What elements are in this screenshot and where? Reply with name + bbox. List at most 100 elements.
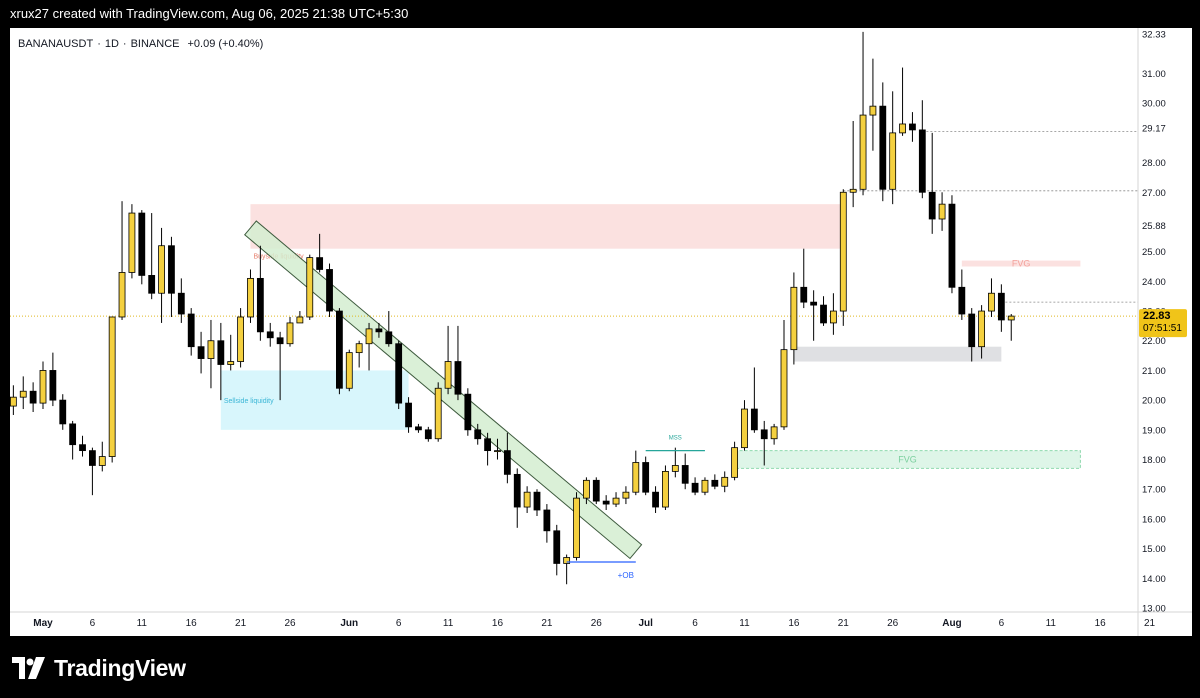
channel-layer [243, 220, 643, 560]
candle-body [938, 203, 946, 220]
candle [424, 426, 432, 442]
candle-body [138, 212, 146, 276]
candle-body [454, 361, 462, 395]
candle [652, 486, 659, 513]
candle-body [69, 423, 77, 446]
candle-body [79, 444, 86, 452]
candle [622, 486, 630, 505]
time-tick-label: 11 [1046, 618, 1057, 629]
candle-body [583, 479, 590, 499]
candle [879, 82, 887, 202]
candle-body [533, 491, 541, 511]
candle [286, 316, 294, 347]
credit-text: xrux27 created with TradingView.com, Aug… [10, 6, 409, 21]
candle-body [563, 557, 571, 564]
candle [671, 447, 679, 478]
candle-body [810, 301, 818, 306]
candle-body [997, 292, 1005, 321]
price-tick-label: 17.00 [1142, 485, 1166, 496]
candle [474, 423, 482, 445]
candle-body [217, 340, 225, 365]
annotation-label-0: MSS [669, 436, 682, 442]
price-tick-label: 13.00 [1142, 604, 1166, 615]
time-tick-label: Jun [340, 618, 358, 629]
candle-body [602, 500, 610, 505]
candlestick-chart[interactable]: Buyside liquiditySellside liquidityFVGFV… [9, 28, 1192, 636]
candle [602, 495, 610, 511]
time-tick-label: 11 [739, 618, 750, 629]
candle-body [711, 479, 719, 487]
candle-body [345, 352, 353, 389]
annotation-label-1: +OB [618, 571, 634, 580]
candle-body [859, 114, 867, 190]
candle-body [839, 191, 847, 312]
candle [237, 308, 245, 368]
candle [197, 331, 205, 374]
candle-body [988, 292, 995, 312]
time-tick-label: 16 [788, 618, 800, 629]
time-tick-label: 21 [541, 618, 553, 629]
time-tick-label: 16 [492, 618, 504, 629]
price-tick-label: 14.00 [1142, 574, 1166, 585]
candle [869, 58, 877, 151]
candle-body [335, 310, 343, 389]
candle-body [197, 346, 205, 359]
candle-body [849, 188, 857, 193]
candle [839, 189, 847, 326]
time-tick-label: 11 [443, 618, 454, 629]
candle-body [701, 479, 709, 493]
candle [662, 465, 669, 511]
candle-body [553, 530, 561, 564]
candle [207, 319, 215, 389]
candle [632, 450, 640, 496]
candle [997, 284, 1005, 332]
candle [721, 471, 729, 493]
candle-body [148, 275, 156, 294]
zone-support-5 [793, 346, 1002, 362]
candle [375, 322, 383, 338]
time-tick-label: 16 [1095, 618, 1107, 629]
candle-body [790, 286, 798, 351]
candle [553, 524, 561, 576]
candle-body [168, 245, 175, 294]
candle [187, 308, 195, 356]
candle [849, 121, 857, 208]
candle [177, 278, 185, 323]
candle-body [869, 105, 877, 116]
candle [9, 385, 17, 415]
candle [326, 263, 333, 317]
candle [760, 420, 768, 466]
candle-body [474, 429, 482, 440]
svg-text:BANANAUSDT·1D·BINANCE+0.09 (+0: BANANAUSDT · 1D · BINANCE +0.09 (+0.40%) [18, 38, 263, 50]
legend-interval: 1D [105, 38, 119, 50]
price-tick-label: 15.00 [1142, 544, 1166, 555]
candle [316, 233, 324, 273]
time-tick-label: 26 [284, 618, 296, 629]
price-tag-box [1139, 309, 1187, 338]
candle [217, 322, 225, 401]
time-tick-label: 6 [396, 618, 402, 629]
candle [385, 311, 393, 347]
annotations-layer: MSS +OB [566, 436, 705, 580]
candle-body [820, 304, 827, 324]
candle-body [128, 212, 136, 273]
price-tag-value: 22.83 [1143, 310, 1171, 322]
candle [642, 456, 650, 496]
candle-body [256, 277, 264, 333]
zone-label-3: FVG [1012, 259, 1031, 269]
chart-panel[interactable]: Buyside liquiditySellside liquidityFVGFV… [9, 28, 1192, 636]
price-tick-label: 21.00 [1142, 366, 1166, 377]
price-tag: 22.83 07:51:51 [1139, 309, 1187, 338]
price-tick-label: 32.33 [1142, 30, 1166, 41]
tradingview-logo: TradingView [12, 652, 186, 684]
candle-body [899, 123, 906, 134]
candle [830, 293, 837, 335]
candle [899, 67, 906, 136]
candle-body [306, 257, 314, 318]
time-tick-label: Aug [942, 618, 961, 629]
candle [79, 435, 86, 457]
candle [306, 254, 314, 320]
time-tick-label: 16 [186, 618, 198, 629]
candle [928, 132, 936, 234]
candle [227, 334, 235, 371]
